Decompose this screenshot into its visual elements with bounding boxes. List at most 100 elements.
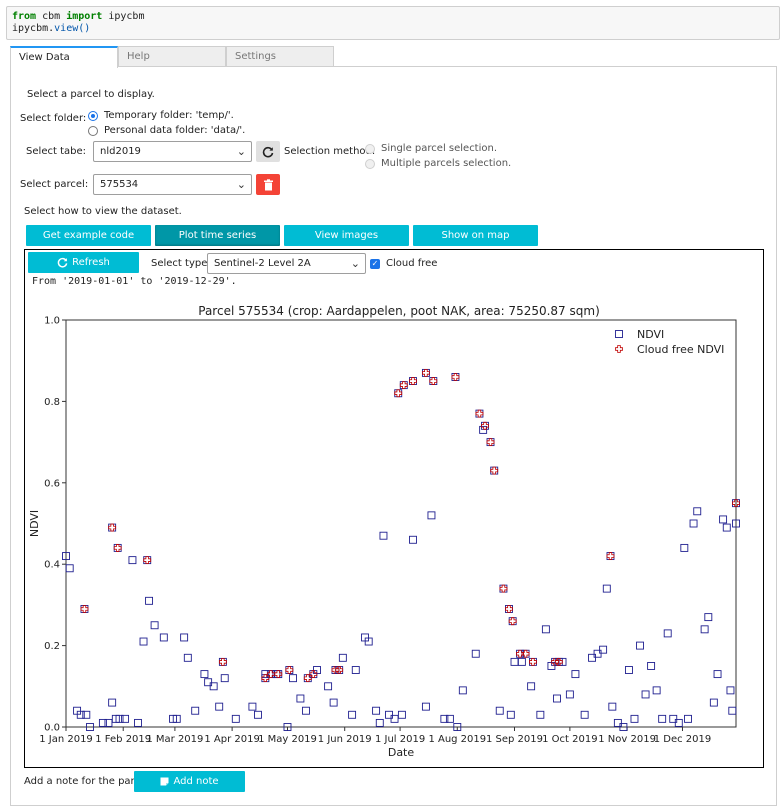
ndvi-point: [440, 714, 449, 723]
ndvi-point: [471, 649, 480, 658]
view-how-label: Select how to view the dataset.: [24, 206, 182, 217]
ndvi-chart: Parcel 575534 (crop: Aardappelen, poot N…: [28, 304, 740, 759]
folder-option-temp[interactable]: Temporary folder: 'temp/'.: [88, 110, 234, 121]
cloud-free-ndvi-point: [429, 377, 438, 385]
cloud-free-ndvi-square: [429, 377, 438, 386]
cloud-free-ndvi-square: [490, 466, 499, 475]
ndvi-point: [183, 653, 192, 662]
code-cell[interactable]: from cbm import ipycbm ipycbm.view(): [6, 6, 780, 40]
ndvi-point: [215, 702, 224, 711]
method-label: Selection method:: [284, 146, 376, 157]
ndvi-point: [599, 645, 608, 654]
ndvi-point: [139, 637, 148, 646]
cloud-free-ndvi-point: [274, 670, 283, 678]
ndvi-point: [663, 629, 672, 638]
cloud-free-ndvi-point: [399, 381, 408, 390]
cloud-free-ndvi-square: [499, 584, 508, 593]
ndvi-point: [602, 584, 611, 593]
plot-time-series-button[interactable]: Plot time series: [155, 225, 280, 246]
x-tick-label: 1 Feb 2019: [95, 734, 151, 745]
ndvi-point: [159, 633, 168, 642]
method-option-multiple[interactable]: Multiple parcels selection.: [365, 158, 511, 169]
ndvi-point: [732, 519, 740, 528]
cloud-free-ndvi-point: [508, 617, 517, 626]
refresh-tables-button[interactable]: [256, 141, 280, 162]
code-import-name: ipycbm: [102, 11, 145, 22]
note-label: Add a note for the parcel: [24, 776, 149, 787]
delete-parcel-button[interactable]: [256, 174, 280, 195]
ndvi-point: [172, 714, 181, 723]
table-select[interactable]: nld2019 ⌄: [93, 141, 252, 162]
ndvi-point: [536, 710, 545, 719]
ndvi-point: [700, 625, 709, 634]
method-option-single-label: Single parcel selection.: [381, 143, 498, 154]
cloud-free-ndvi-square: [606, 552, 615, 561]
cloud-free-ndvi-point: [335, 666, 344, 674]
tab-settings[interactable]: Settings: [226, 46, 334, 67]
ndvi-point: [680, 543, 689, 552]
type-label: Select type:: [151, 258, 211, 269]
ndvi-point: [445, 714, 454, 723]
legend-cloud-free-marker: [615, 345, 623, 353]
y-axis-label: NDVI: [28, 510, 41, 537]
note-icon: [160, 777, 169, 786]
show-on-map-button[interactable]: Show on map: [413, 225, 538, 246]
y-tick-label: 1.0: [44, 316, 60, 327]
folder-option-temp-label: Temporary folder: 'temp/'.: [104, 110, 234, 121]
refresh-button[interactable]: Refresh: [28, 252, 139, 273]
cloud-free-ndvi-point: [261, 674, 270, 683]
ndvi-point: [722, 523, 731, 532]
ndvi-point: [693, 507, 702, 516]
ndvi-point: [613, 718, 622, 727]
cloud-free-checkbox[interactable]: ✓ Cloud free: [370, 258, 437, 269]
ndvi-point: [647, 662, 656, 670]
ndvi-point: [351, 666, 360, 674]
radio-unselected[interactable]: [88, 125, 98, 136]
code-paren: (): [78, 23, 91, 34]
ndvi-point: [200, 670, 209, 679]
ndvi-point: [104, 718, 113, 727]
ndvi-point: [510, 657, 519, 666]
plot-area: [65, 319, 737, 728]
type-select-value: Sentinel-2 Level 2A: [214, 258, 311, 269]
cloud-free-ndvi-point: [516, 649, 524, 658]
add-note-button[interactable]: Add note: [134, 771, 245, 792]
get-example-code-button[interactable]: Get example code: [26, 225, 151, 246]
cloud-free-ndvi-point: [285, 666, 294, 674]
view-images-button[interactable]: View images: [284, 225, 409, 246]
type-select[interactable]: Sentinel-2 Level 2A ⌄: [207, 253, 366, 274]
ndvi-point: [453, 723, 462, 731]
tab-help[interactable]: Help: [118, 46, 226, 67]
folder-option-data[interactable]: Personal data folder: 'data/'.: [88, 125, 245, 136]
cloud-free-ndvi-point: [606, 552, 615, 560]
parcel-select[interactable]: 575534 ⌄: [93, 174, 252, 195]
radio-disabled[interactable]: [365, 143, 375, 154]
refresh-icon: [262, 146, 274, 157]
ndvi-point: [669, 714, 678, 723]
ndvi-point: [479, 425, 488, 434]
chevron-down-icon: ⌄: [350, 257, 360, 270]
ndvi-point: [541, 625, 550, 634]
cloud-free-ndvi-point: [113, 544, 122, 552]
ndvi-point: [324, 682, 333, 691]
cloud-free-ndvi-square: [421, 368, 430, 377]
code-keyword-from: from: [12, 11, 37, 22]
ndvi-point: [301, 706, 310, 715]
x-tick-label: 1 Jul 2019: [375, 734, 425, 745]
checkmark-icon[interactable]: ✓: [370, 258, 380, 269]
ndvi-point: [689, 519, 698, 528]
cloud-free-ndvi-square: [285, 666, 294, 674]
cloud-free-ndvi-point: [422, 369, 430, 377]
legend-ndvi-label: NDVI: [637, 328, 664, 341]
cloud-free-ndvi-point: [303, 674, 312, 683]
intro-text: Select a parcel to display.: [27, 89, 155, 100]
method-option-single[interactable]: Single parcel selection.: [365, 143, 497, 154]
tab-view-data[interactable]: View Data: [10, 46, 118, 68]
radio-selected[interactable]: [88, 110, 98, 121]
ndvi-point: [86, 723, 94, 731]
radio-disabled[interactable]: [365, 158, 375, 169]
ndvi-point: [375, 718, 384, 727]
cloud-free-ndvi-square: [218, 657, 227, 666]
y-tick-label: 0.4: [44, 560, 60, 571]
ndvi-point: [145, 596, 154, 605]
